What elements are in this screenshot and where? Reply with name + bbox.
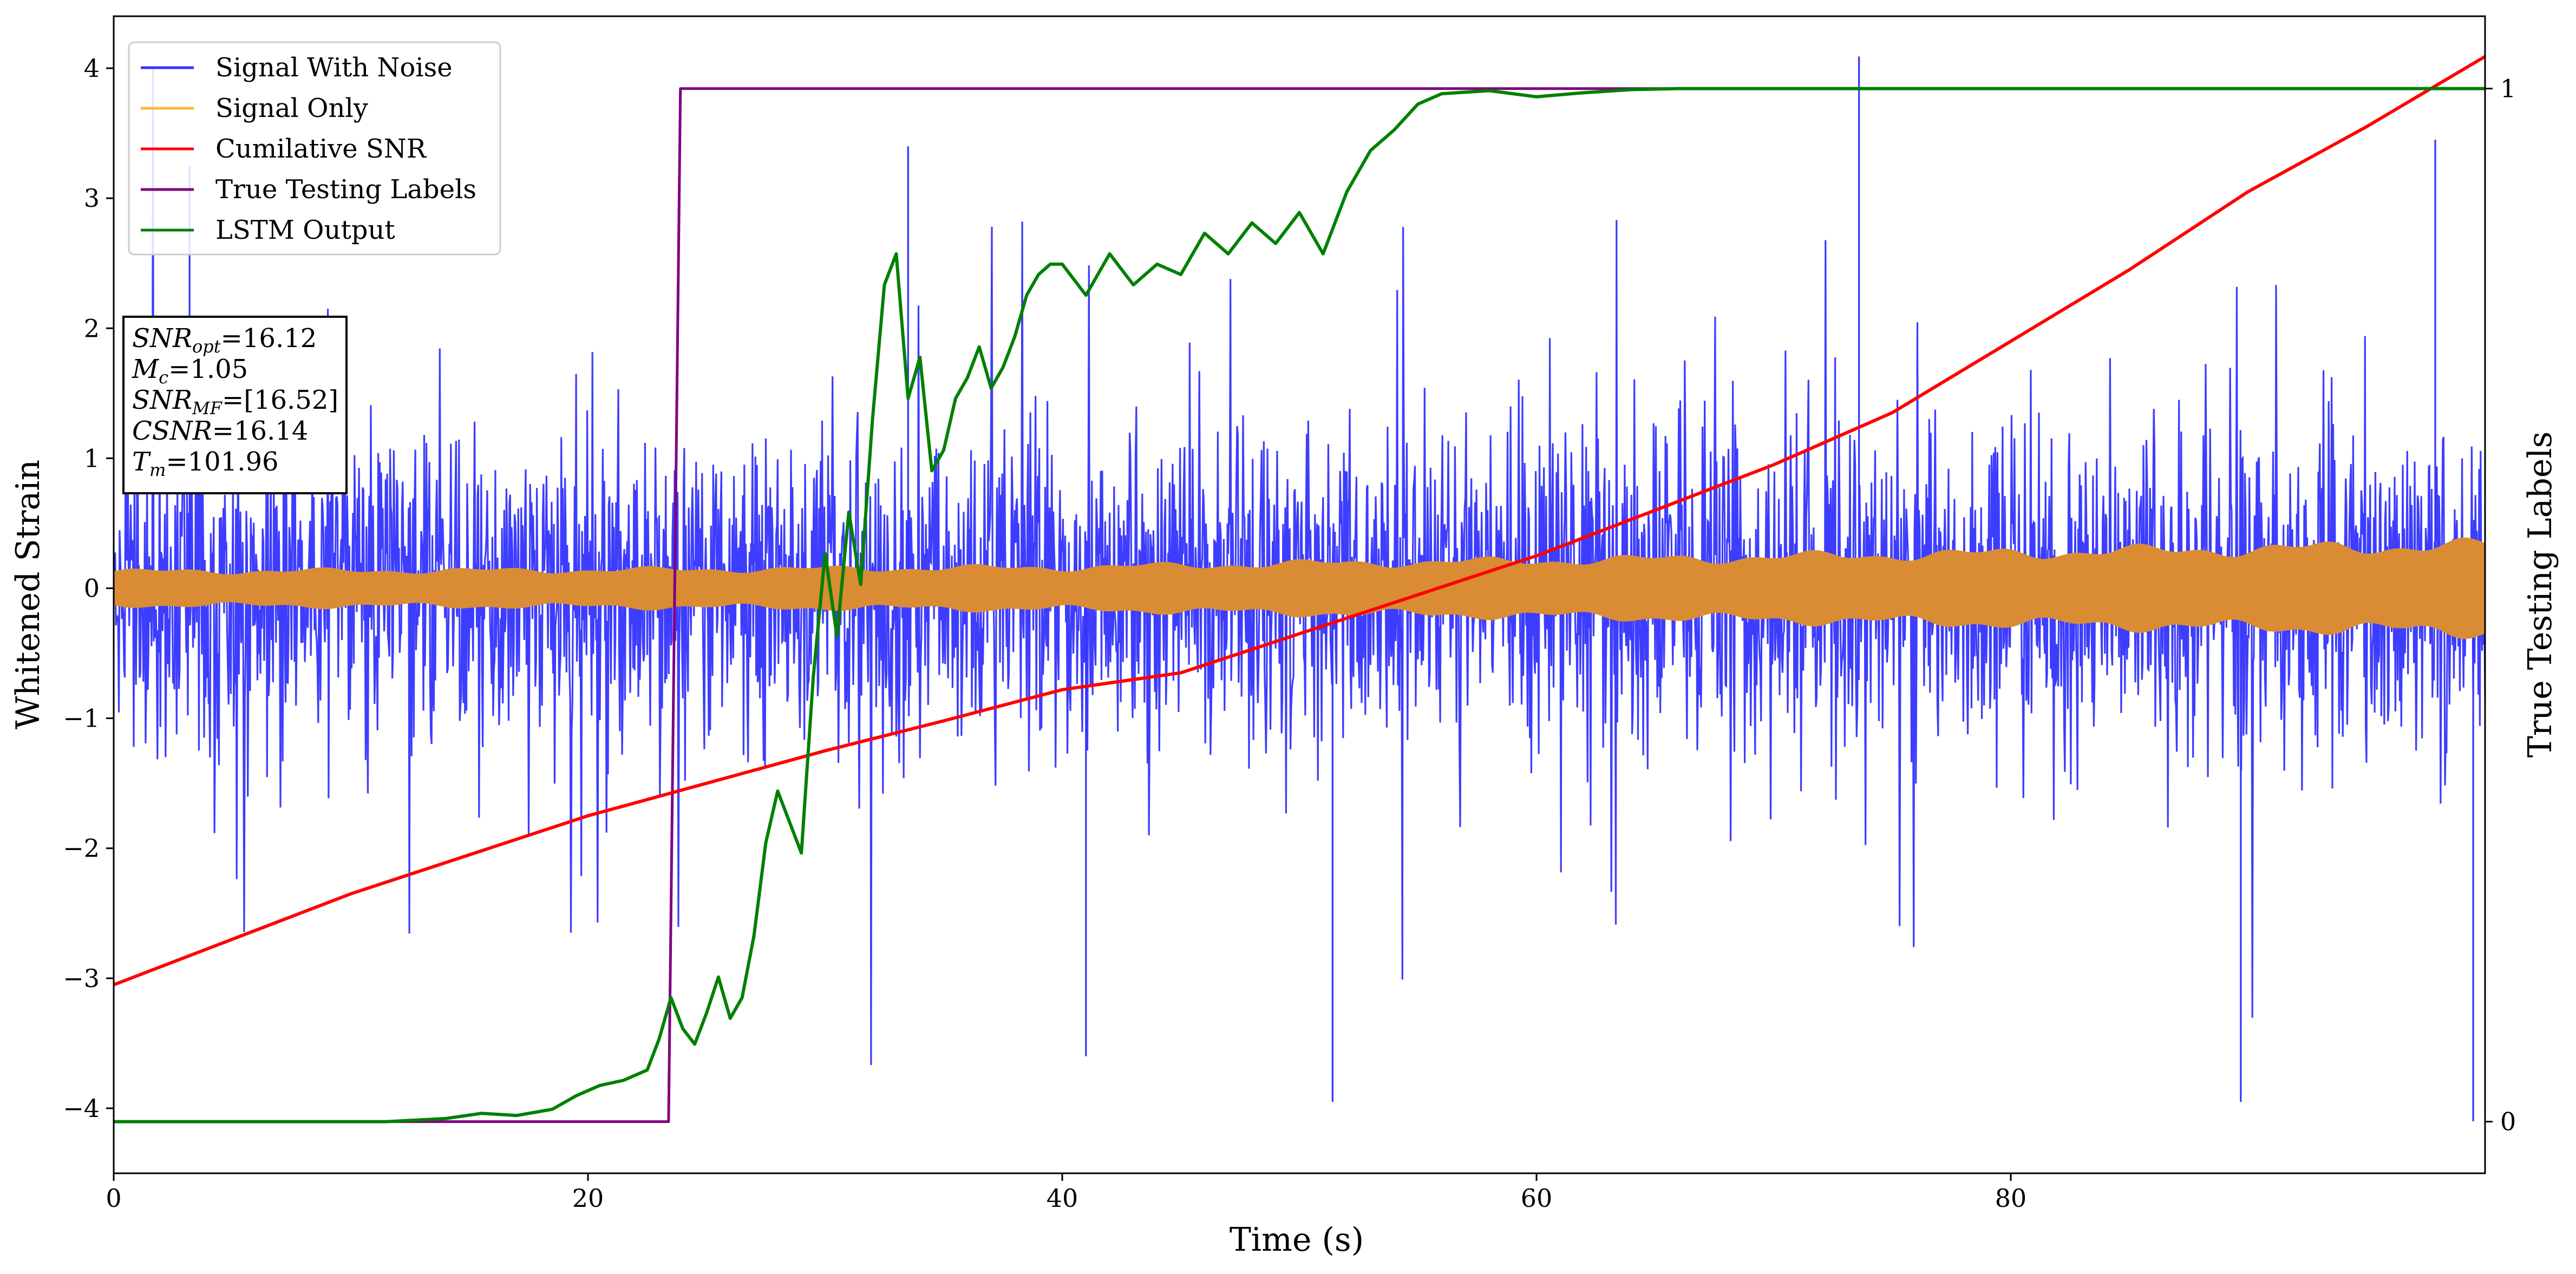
parameters-annotation: SNRopt=16.12Mc=1.05SNRMF=[16.52]CSNR=16.… xyxy=(122,316,348,494)
legend-label-cumilative-snr: Cumilative SNR xyxy=(215,134,427,164)
x-tick-label: 60 xyxy=(1521,1184,1553,1213)
annotation-value: =1.05 xyxy=(168,354,248,384)
annotation-subscript: c xyxy=(159,367,168,388)
x-axis-ticks: 0 20 40 60 80 xyxy=(106,1173,2026,1213)
y-right-axis-label: True Testing Labels xyxy=(2521,432,2559,758)
y-right-axis-ticks: 01 xyxy=(2485,74,2516,1136)
y-tick-label: −3 xyxy=(63,964,100,993)
lstm-output-line xyxy=(114,87,2485,1123)
annotation-value: =16.12 xyxy=(221,323,317,354)
signal-only-band xyxy=(114,537,2485,639)
x-tick-label: 80 xyxy=(1995,1184,2027,1213)
annotation-subscript: MF xyxy=(192,398,223,419)
legend-label-true-testing-labels: True Testing Labels xyxy=(215,174,476,205)
y-axis-ticks: −4 −3 −2 −1 0 1 2 3 4 xyxy=(63,54,114,1123)
annotation-symbol: T xyxy=(132,447,151,477)
x-tick-label: 40 xyxy=(1047,1184,1078,1213)
annotation-subscript: m xyxy=(149,460,166,480)
annotation-line: CSNR=16.14 xyxy=(132,416,308,446)
x-tick-label: 20 xyxy=(572,1184,604,1213)
annotation-value: =101.96 xyxy=(166,447,278,477)
cumilative-snr-series xyxy=(114,55,2485,986)
y-tick-label: 4 xyxy=(84,54,100,83)
y-tick-label: 3 xyxy=(84,184,100,213)
y-right-tick-label: 1 xyxy=(2500,74,2516,103)
y-tick-label: −1 xyxy=(63,704,100,733)
y-tick-label: −4 xyxy=(63,1094,100,1123)
y-tick-label: 0 xyxy=(84,573,100,603)
annotation-line: SNRMF=[16.52] xyxy=(132,385,338,419)
annotation-line: Tm=101.96 xyxy=(132,447,279,480)
annotation-symbol: M xyxy=(132,354,160,384)
annotation-line: Mc=1.05 xyxy=(132,354,248,388)
cumilative-snr-line xyxy=(114,55,2485,986)
x-tick-label: 0 xyxy=(106,1184,121,1213)
legend-label-lstm-output: LSTM Output xyxy=(215,215,395,245)
y-right-tick-label: 0 xyxy=(2500,1107,2516,1136)
plot-area xyxy=(114,55,2485,1123)
annotation-value: =16.14 xyxy=(212,416,309,446)
x-axis-label: Time (s) xyxy=(1230,1221,1364,1259)
lstm-output-series xyxy=(114,87,2485,1123)
legend-label-signal-only: Signal Only xyxy=(215,93,368,123)
y-axis-label: Whitened Strain xyxy=(9,460,47,729)
annotation-line: SNRopt=16.12 xyxy=(132,323,317,357)
annotation-symbol: SNR xyxy=(132,385,192,415)
y-tick-label: 1 xyxy=(84,443,100,473)
annotation-value: =[16.52] xyxy=(222,385,338,415)
y-tick-label: −2 xyxy=(63,834,100,863)
annotation-symbol: SNR xyxy=(132,323,192,354)
legend-box xyxy=(128,41,501,256)
legend: Signal With Noise Signal Only Cumilative S… xyxy=(128,41,501,256)
signal-only-series xyxy=(114,537,2485,639)
annotation-symbol: CSNR xyxy=(132,416,212,446)
legend-label-signal-with-noise: Signal With Noise xyxy=(215,53,453,83)
plot-frame xyxy=(113,15,2486,1174)
annotation-subscript: opt xyxy=(192,336,221,357)
y-tick-label: 2 xyxy=(84,313,100,343)
annotation-box xyxy=(122,316,348,494)
